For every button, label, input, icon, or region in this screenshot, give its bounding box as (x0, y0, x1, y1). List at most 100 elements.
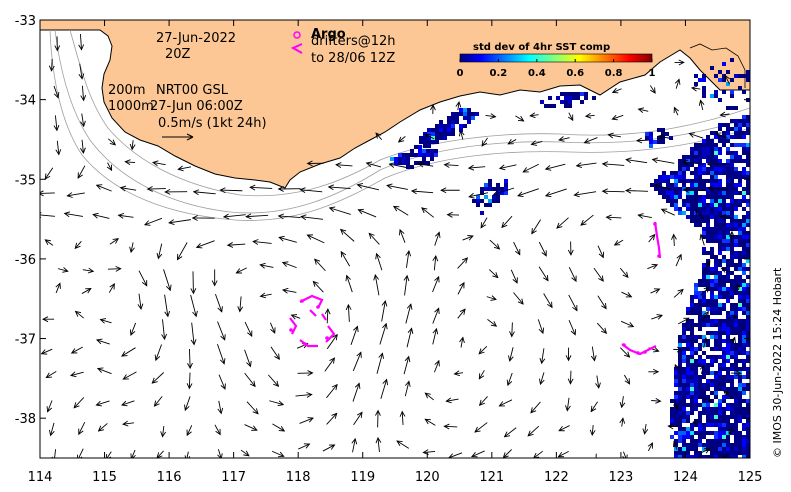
sst-cell (694, 171, 698, 175)
sst-cell (645, 136, 649, 140)
sst-cell (702, 427, 706, 431)
sst-cell (722, 255, 726, 259)
sst-cell (726, 179, 730, 183)
sst-cell (726, 235, 730, 239)
sst-cell (686, 311, 690, 315)
sst-cell (730, 283, 734, 287)
sst-cell (698, 383, 702, 387)
current-arrow (218, 374, 226, 390)
sst-cell (730, 307, 734, 311)
current-arrow (151, 372, 165, 384)
sst-cell (726, 387, 730, 391)
sst-cell (722, 171, 726, 175)
sst-cell (710, 363, 714, 367)
sst-cell (670, 199, 674, 203)
sst-cell (686, 191, 690, 195)
sst-cell (746, 78, 750, 82)
sst-cell (718, 271, 722, 275)
current-arrow (252, 239, 272, 245)
sst-cell (742, 119, 746, 123)
sst-cell (690, 215, 694, 219)
sst-cell (742, 291, 746, 295)
drifter-chevron-icon (290, 43, 303, 54)
sst-cell (658, 179, 662, 183)
current-arrow (53, 115, 60, 132)
sst-cell (475, 112, 479, 116)
sst-cell (746, 119, 750, 123)
current-arrow (399, 410, 406, 425)
sst-cell (726, 163, 730, 167)
depth-200-label: 200m (108, 83, 145, 98)
sst-cell (710, 94, 714, 98)
current-arrow (430, 104, 436, 114)
x-tick-label: 117 (221, 470, 246, 485)
sst-cell (746, 187, 750, 191)
current-arrow (392, 205, 409, 216)
sst-cell (678, 411, 682, 415)
sst-cell (746, 431, 750, 435)
sst-cell (698, 395, 702, 399)
sst-cell (746, 283, 750, 287)
sst-cell (718, 239, 722, 243)
sst-cell (674, 431, 678, 435)
sst-cell (746, 275, 750, 279)
current-arrow (440, 187, 460, 194)
sst-cell (742, 327, 746, 331)
sst-cell (722, 363, 726, 367)
sst-cell (678, 171, 682, 175)
sst-cell (738, 283, 742, 287)
current-arrow (706, 161, 730, 167)
sst-cell (702, 267, 706, 271)
colorbar-ticks: 0 0.2 0.4 0.6 0.8 1 (457, 59, 656, 79)
sst-cell (698, 203, 702, 207)
sst-cell (674, 399, 678, 403)
sst-cell (742, 299, 746, 303)
sst-cell (694, 371, 698, 375)
current-arrow (379, 322, 388, 345)
sst-cell (678, 211, 682, 215)
sst-cell (718, 399, 722, 403)
sst-cell (690, 351, 694, 355)
sst-cell (694, 335, 698, 339)
sst-cell (742, 135, 746, 139)
sst-cell (435, 140, 439, 144)
sst-cell (674, 411, 678, 415)
current-arrow (124, 159, 136, 166)
sst-cell (661, 136, 665, 140)
sst-cell (726, 259, 730, 263)
sst-cell (682, 211, 686, 215)
sst-cell (706, 367, 710, 371)
sst-cell (730, 195, 734, 199)
current-arrow (653, 183, 676, 191)
sst-cell (690, 407, 694, 411)
sst-cell (726, 247, 730, 251)
sst-cell (714, 167, 718, 171)
sst-cell (690, 303, 694, 307)
sst-cell (722, 259, 726, 263)
sst-cell (742, 335, 746, 339)
sst-cell (662, 171, 666, 175)
current-arrow (404, 380, 411, 397)
current-arrow (351, 437, 358, 453)
sst-cell (742, 123, 746, 127)
sst-cell (714, 203, 718, 207)
sst-cell (710, 191, 714, 195)
sst-cell (738, 143, 742, 147)
sst-cell (734, 359, 738, 363)
sst-cell (742, 167, 746, 171)
sst-cell (694, 367, 698, 371)
sst-cell (734, 207, 738, 211)
sst-cell (666, 195, 670, 199)
sst-cell (706, 387, 710, 391)
sst-cell (746, 70, 750, 74)
sst-cell (698, 451, 702, 455)
current-arrow (215, 293, 223, 313)
sst-cell (702, 283, 706, 287)
sst-cell (706, 139, 710, 143)
sst-cell (698, 303, 702, 307)
sst-cell (702, 86, 706, 90)
sst-cell (576, 92, 580, 96)
sst-cell (406, 153, 410, 157)
sst-cell (690, 339, 694, 343)
sst-cell (702, 211, 706, 215)
